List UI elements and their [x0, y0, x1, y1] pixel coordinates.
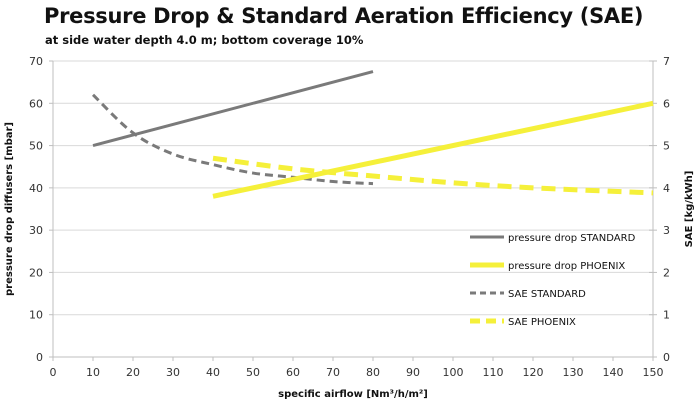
y2-tick-label: 4: [663, 182, 670, 195]
chart-subtitle: at side water depth 4.0 m; bottom covera…: [45, 33, 364, 47]
gridlines: [53, 60, 653, 316]
series-lines: [91, 70, 654, 199]
y2-tick-label: 3: [663, 224, 670, 237]
legend: pressure drop STANDARD pressure drop PHOE…: [470, 233, 636, 328]
y2-axis-title: SAE [kg/kWh]: [684, 171, 695, 248]
y-tick-label: 40: [29, 182, 43, 195]
y-tick-label: 50: [29, 140, 43, 153]
x-axis-title: specific airflow [Nm³/h/m²]: [278, 389, 428, 400]
y2-tick-label: 7: [663, 55, 670, 68]
x-tick-label: 20: [126, 366, 140, 379]
y2-tick-label: 2: [663, 266, 670, 279]
y-tick-label: 70: [29, 55, 43, 68]
y2-tick-label: 0: [663, 351, 670, 364]
series-line-pressure-drop-phoenix: [212, 100, 654, 199]
x-tick-label: 10: [86, 366, 100, 379]
x-tick-label: 110: [483, 366, 504, 379]
x-tick-label: 150: [643, 366, 664, 379]
x-tick-label: 100: [443, 366, 464, 379]
y-tick-label: 10: [29, 309, 43, 322]
x-tick-label: 130: [563, 366, 584, 379]
y2-tick-label: 6: [663, 97, 670, 110]
legend-label: pressure drop STANDARD: [508, 233, 636, 244]
y-tick-label: 30: [29, 224, 43, 237]
y2-tick-label: 1: [663, 309, 670, 322]
x-tick-label: 40: [206, 366, 220, 379]
y2-tick-label: 5: [663, 140, 670, 153]
y-tick-label: 0: [36, 351, 43, 364]
x-tick-label: 80: [366, 366, 380, 379]
y-tick-label: 20: [29, 266, 43, 279]
series-line-sae-phoenix: [212, 155, 654, 196]
x-tick-label: 90: [406, 366, 420, 379]
x-tick-label: 30: [166, 366, 180, 379]
y2-axis-ticks: 0 1 2 3 4 5 6 7: [649, 55, 670, 364]
x-tick-label: 70: [326, 366, 340, 379]
y-axis-ticks: 0 10 20 30 40 50 60 70: [29, 55, 53, 364]
chart-title: Pressure Drop & Standard Aeration Effici…: [44, 4, 644, 28]
x-tick-label: 0: [50, 366, 57, 379]
x-axis-ticks: 0 10 20 30 40 50 60 70 80 90 100 110 120 130 140 150: [50, 357, 664, 379]
x-tick-label: 60: [286, 366, 300, 379]
x-tick-label: 50: [246, 366, 260, 379]
y-tick-label: 60: [29, 97, 43, 110]
legend-label: SAE PHOENIX: [508, 317, 576, 328]
legend-label: pressure drop PHOENIX: [508, 261, 625, 272]
x-tick-label: 140: [603, 366, 624, 379]
legend-label: SAE STANDARD: [508, 289, 586, 300]
y-axis-title: pressure drop diffusers [mbar]: [4, 122, 15, 296]
x-tick-label: 120: [523, 366, 544, 379]
axes: [52, 61, 654, 358]
series-line-pressure-drop-standard: [92, 70, 374, 148]
